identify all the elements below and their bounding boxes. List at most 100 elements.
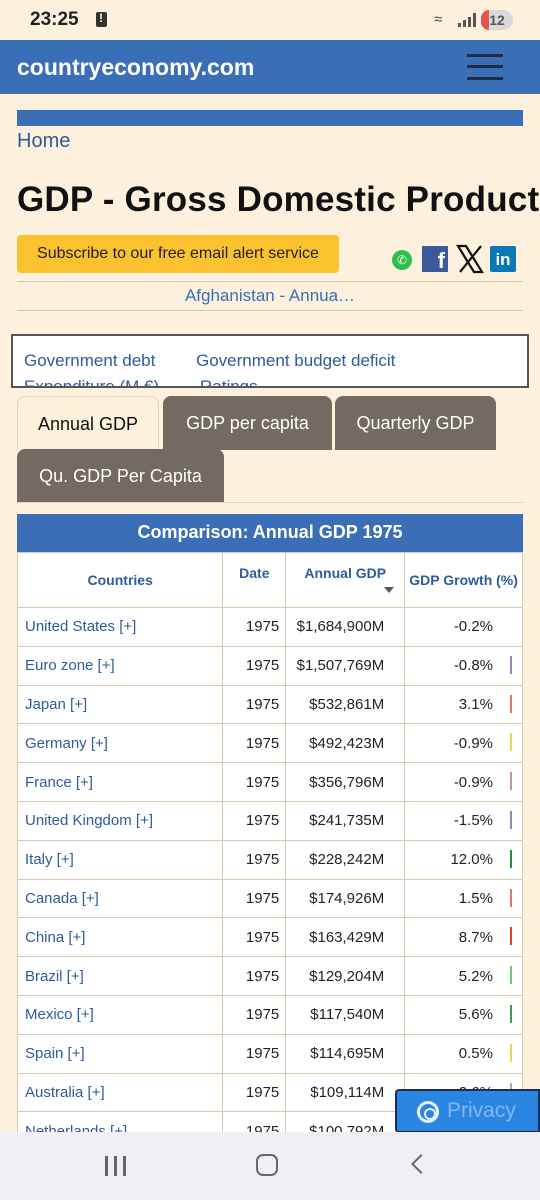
privacy-button[interactable]: Privacy [395, 1089, 540, 1133]
home-icon[interactable] [256, 1154, 278, 1176]
country-link[interactable]: Japan [+] [16, 684, 224, 725]
country-link[interactable]: Germany [+] [16, 723, 224, 764]
country-link[interactable]: Brazil [+] [16, 956, 224, 996]
breadcrumb-home[interactable]: Home [17, 130, 71, 152]
row-growth: -0.9% [404, 762, 523, 802]
row-date: 1975 [222, 800, 287, 841]
row-growth: 8.7% [404, 917, 523, 958]
table-row: Germany [+] 1975 $492,423M -0.9% [16, 723, 523, 764]
row-gdp: $109,114M [285, 1072, 406, 1113]
header-date[interactable]: Date [222, 552, 287, 608]
country-link[interactable]: China [+] [16, 917, 224, 958]
row-gdp: $1,684,900M [285, 607, 406, 647]
growth-bar [510, 849, 512, 868]
tab-quarterly-gdp[interactable]: Quarterly GDP [335, 396, 496, 450]
country-link[interactable]: United States [+] [16, 607, 224, 647]
row-growth: -1.5% [404, 800, 523, 841]
growth-bar [510, 1043, 512, 1062]
recent-apps-icon[interactable] [105, 1156, 127, 1176]
table-row: Euro zone [+] 1975 $1,507,769M -0.8% [16, 645, 523, 686]
facebook-icon[interactable]: f [422, 246, 448, 273]
table-row: Mexico [+] 1975 $117,540M 5.6% [16, 994, 523, 1035]
row-date: 1975 [222, 994, 287, 1035]
row-date: 1975 [222, 684, 287, 725]
growth-bar [510, 966, 512, 985]
country-link[interactable]: Canada [+] [16, 878, 224, 919]
row-growth-value: -1.5% [453, 812, 493, 830]
table-row: Italy [+] 1975 $228,242M 12.0% [16, 839, 523, 880]
tab-annual-gdp[interactable]: Annual GDP [17, 396, 159, 450]
row-date: 1975 [222, 917, 287, 958]
table-row: Spain [+] 1975 $114,695M 0.5% [16, 1033, 523, 1074]
table-header-row: Countries Date Annual GDP GDP Growth (%) [16, 552, 523, 608]
header-gdp-growth[interactable]: GDP Growth (%) [404, 552, 523, 608]
country-selector[interactable]: Afghanistan - Annua… [17, 281, 523, 311]
country-link[interactable]: United Kingdom [+] [16, 800, 224, 841]
country-link[interactable]: Mexico [+] [16, 994, 224, 1035]
row-growth: 5.2% [404, 956, 523, 996]
tab-quarterly-gdp-per-capita[interactable]: Qu. GDP Per Capita [17, 449, 224, 503]
decorative-bar [17, 110, 523, 126]
row-growth-value: -0.9% [453, 734, 493, 752]
growth-bar [510, 655, 512, 674]
country-link[interactable]: Spain [+] [16, 1033, 224, 1074]
row-date: 1975 [222, 645, 287, 686]
row-growth: 12.0% [404, 839, 523, 880]
row-date: 1975 [222, 1033, 287, 1074]
android-nav-bar [0, 1132, 540, 1200]
row-gdp: $117,540M [285, 994, 406, 1035]
header-annual-gdp[interactable]: Annual GDP [285, 552, 406, 608]
subscribe-button[interactable]: Subscribe to our free email alert servic… [17, 235, 339, 273]
whatsapp-icon[interactable]: ✆ [392, 250, 412, 270]
row-date: 1975 [222, 607, 287, 647]
signal-icon [458, 13, 476, 27]
tab-gdp-per-capita[interactable]: GDP per capita [163, 396, 332, 450]
row-date: 1975 [222, 839, 287, 880]
link-ratings[interactable]: Ratings [200, 377, 258, 388]
menu-icon[interactable] [467, 52, 503, 82]
growth-bar [510, 1004, 512, 1023]
table-row: United Kingdom [+] 1975 $241,735M -1.5% [16, 800, 523, 841]
row-growth-value: -0.9% [453, 773, 493, 791]
tab-divider [17, 502, 523, 503]
back-icon[interactable] [411, 1154, 431, 1174]
row-growth-value: 8.7% [458, 928, 493, 946]
row-gdp: $532,861M [285, 684, 406, 725]
country-link[interactable]: Australia [+] [16, 1072, 224, 1113]
row-growth-value: -0.2% [453, 618, 493, 636]
linkedin-icon[interactable]: in [490, 246, 516, 272]
row-growth: -0.8% [404, 645, 523, 686]
growth-bar [510, 694, 512, 713]
row-date: 1975 [222, 878, 287, 919]
link-government-budget-deficit[interactable]: Government budget deficit [196, 351, 396, 370]
privacy-label: Privacy [447, 1099, 516, 1122]
row-growth-value: -0.8% [453, 657, 493, 675]
page-title: GDP - Gross Domestic Product [17, 180, 540, 219]
status-bar: 23:25 ≈ 12 [0, 0, 540, 40]
table-row: China [+] 1975 $163,429M 8.7% [16, 917, 523, 958]
sort-down-icon [384, 587, 395, 593]
table-row: Japan [+] 1975 $532,861M 3.1% [16, 684, 523, 725]
row-growth-value: 5.2% [458, 967, 493, 985]
battery-icon: 12 [481, 10, 513, 30]
x-icon[interactable] [456, 244, 484, 274]
country-link[interactable]: Euro zone [+] [16, 645, 224, 686]
row-growth-value: 1.5% [458, 889, 493, 907]
country-link[interactable]: France [+] [16, 762, 224, 802]
row-growth: -0.9% [404, 723, 523, 764]
row-date: 1975 [222, 956, 287, 996]
row-gdp: $174,926M [285, 878, 406, 919]
row-gdp: $356,796M [285, 762, 406, 802]
row-growth: 3.1% [404, 684, 523, 725]
row-growth-value: 3.1% [458, 695, 493, 713]
battery-level: 12 [489, 12, 505, 28]
table-title: Comparison: Annual GDP 1975 [17, 514, 523, 552]
row-date: 1975 [222, 762, 287, 802]
header-countries[interactable]: Countries [16, 552, 224, 608]
growth-bar [510, 772, 512, 791]
row-gdp: $492,423M [285, 723, 406, 764]
link-government-debt[interactable]: Government debt [24, 351, 156, 370]
site-logo-link[interactable]: countryeconomy.com [17, 54, 255, 80]
link-expenditure[interactable]: Expenditure (M.€) [24, 377, 160, 388]
country-link[interactable]: Italy [+] [16, 839, 224, 880]
